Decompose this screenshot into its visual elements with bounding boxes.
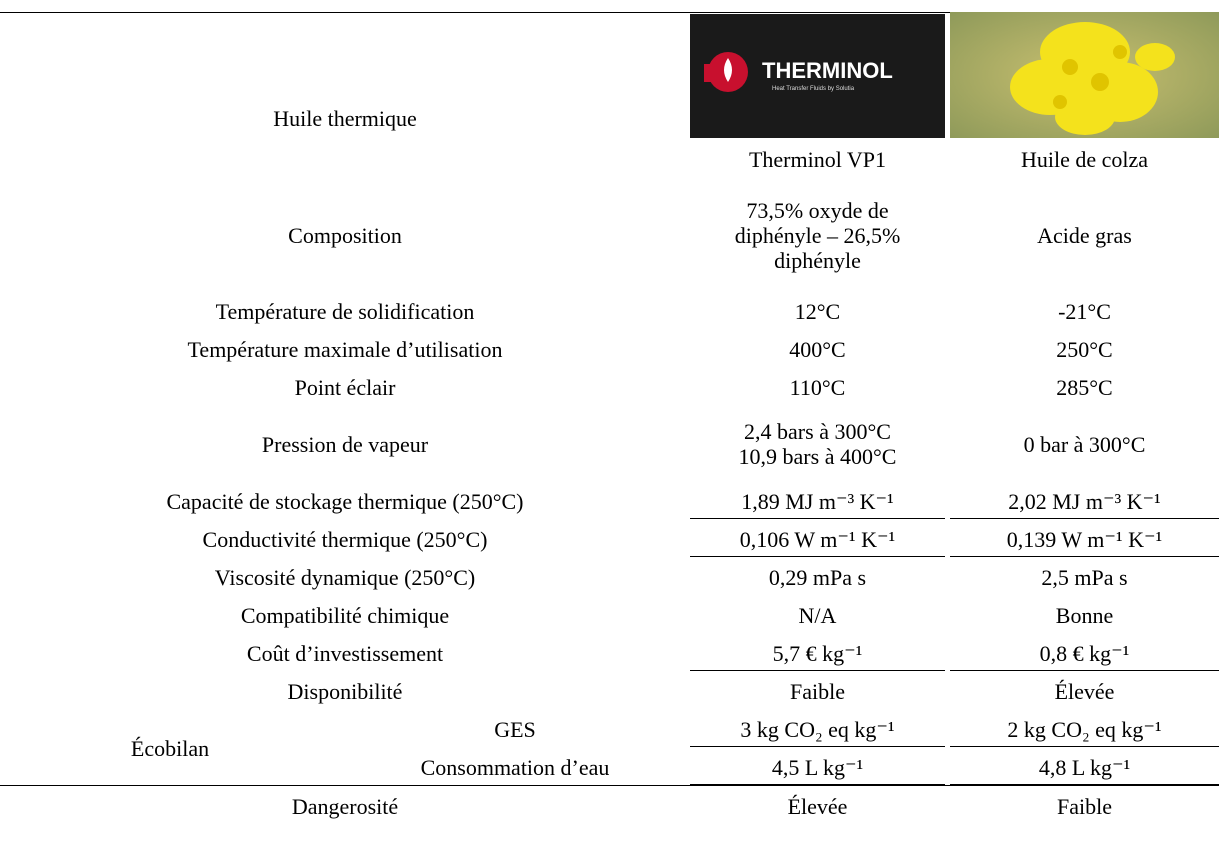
cell: 4,5 L kg⁻¹ bbox=[690, 748, 945, 786]
cell: Bonne bbox=[950, 596, 1219, 634]
cell: Faible bbox=[950, 786, 1219, 826]
cell: 1,89 MJ m⁻³ K⁻¹ bbox=[690, 482, 945, 520]
cell: 2,02 MJ m⁻³ K⁻¹ bbox=[950, 482, 1219, 520]
cell: 400°C bbox=[690, 330, 945, 368]
therminol-logo: THERMINOL Heat Transfer Fluids by Soluti… bbox=[690, 14, 945, 138]
cell-line: 2,5 mPa s bbox=[1041, 564, 1128, 590]
cell-line: 10,9 bars à 400°C bbox=[738, 444, 897, 469]
cell-line: 5,7 € kg⁻¹ bbox=[772, 640, 863, 666]
cell: Élevée bbox=[690, 786, 945, 826]
cell-line: -21°C bbox=[1058, 298, 1111, 324]
cell: 2,4 bars à 300°C 10,9 bars à 400°C bbox=[690, 406, 945, 482]
cell: 0,139 W m⁻¹ K⁻¹ bbox=[950, 520, 1219, 558]
cell-line: 0,8 € kg⁻¹ bbox=[1039, 640, 1130, 666]
cell-line: Bonne bbox=[1055, 602, 1114, 628]
cell-line: 2,4 bars à 300°C bbox=[744, 419, 891, 444]
row-label: Compatibilité chimique bbox=[240, 602, 450, 628]
cell-line: 12°C bbox=[794, 298, 841, 324]
cell-line: 0,29 mPa s bbox=[768, 564, 867, 590]
cell-line: N/A bbox=[798, 602, 837, 628]
cell-line: Élevée bbox=[1054, 678, 1115, 704]
cell-line: 2,02 MJ m⁻³ K⁻¹ bbox=[1008, 488, 1161, 514]
colza-photo bbox=[950, 12, 1219, 138]
cell-line: 285°C bbox=[1056, 374, 1113, 400]
cell-line: 0 bar à 300°C bbox=[1023, 431, 1146, 457]
cell-line: 4,8 L kg⁻¹ bbox=[1038, 754, 1131, 780]
header-label: Huile thermique bbox=[273, 105, 417, 131]
cell: Élevée bbox=[950, 672, 1219, 710]
rule bbox=[690, 518, 945, 519]
cell-line: 0,139 W m⁻¹ K⁻¹ bbox=[1006, 526, 1163, 552]
cell: 4,8 L kg⁻¹ bbox=[950, 748, 1219, 786]
logo-text: THERMINOL bbox=[762, 58, 893, 83]
cell: 0,8 € kg⁻¹ bbox=[950, 634, 1219, 672]
column-header: Therminol VP1 bbox=[748, 146, 887, 172]
rule bbox=[950, 670, 1219, 671]
rule bbox=[950, 556, 1219, 557]
row-label: Température de solidification bbox=[215, 298, 475, 324]
row-label: Viscosité dynamique (250°C) bbox=[214, 564, 476, 590]
row-label: Disponibilité bbox=[287, 678, 403, 704]
cell-line: Faible bbox=[790, 678, 845, 704]
cell: 73,5% oxyde de diphényle – 26,5% diphényle bbox=[690, 178, 945, 292]
cell-line: Faible bbox=[1057, 793, 1112, 819]
rule bbox=[690, 670, 945, 671]
cell-line: 400°C bbox=[789, 336, 846, 362]
cell: 285°C bbox=[950, 368, 1219, 406]
row-label: Composition bbox=[288, 222, 402, 248]
cell: 250°C bbox=[950, 330, 1219, 368]
cell-line: 3 kg CO₂ eq kg⁻¹ bbox=[740, 716, 895, 742]
cell-line: 4,5 L kg⁻¹ bbox=[771, 754, 864, 780]
group-label: Écobilan bbox=[130, 735, 210, 761]
cell-line: 73,5% oxyde de bbox=[746, 197, 889, 223]
cell-line: 1,89 MJ m⁻³ K⁻¹ bbox=[741, 488, 894, 514]
cell: -21°C bbox=[950, 292, 1219, 330]
row-label: Dangerosité bbox=[291, 793, 399, 819]
cell-line: 250°C bbox=[1056, 336, 1113, 362]
cell: 0,29 mPa s bbox=[690, 558, 945, 596]
row-label: Point éclair bbox=[294, 374, 396, 400]
rule bbox=[950, 784, 1219, 785]
rule bbox=[950, 518, 1219, 519]
cell-line: diphényle – 26,5% bbox=[734, 222, 901, 248]
rule bbox=[690, 746, 945, 747]
cell-line: 110°C bbox=[789, 374, 846, 400]
rule bbox=[950, 746, 1219, 747]
cell-line: diphényle bbox=[774, 247, 861, 273]
cell: 2 kg CO₂ eq kg⁻¹ bbox=[950, 710, 1219, 748]
cell: Faible bbox=[690, 672, 945, 710]
cell: 0,106 W m⁻¹ K⁻¹ bbox=[690, 520, 945, 558]
row-label: Pression de vapeur bbox=[261, 431, 429, 457]
sub-label: GES bbox=[494, 716, 536, 742]
cell-line: Acide gras bbox=[1037, 222, 1132, 248]
rule bbox=[690, 784, 945, 785]
rule bbox=[0, 785, 1219, 786]
row-label: Température maximale d’utilisation bbox=[187, 336, 503, 362]
cell-line: 2 kg CO₂ eq kg⁻¹ bbox=[1007, 716, 1162, 742]
cell: 5,7 € kg⁻¹ bbox=[690, 634, 945, 672]
cell: 3 kg CO₂ eq kg⁻¹ bbox=[690, 710, 945, 748]
cell: Acide gras bbox=[950, 178, 1219, 292]
cell-line: Élevée bbox=[787, 793, 848, 819]
cell-line: 0,106 W m⁻¹ K⁻¹ bbox=[739, 526, 896, 552]
sub-label: Consommation d’eau bbox=[420, 754, 610, 780]
column-header: Huile de colza bbox=[1020, 146, 1149, 172]
row-label: Conductivité thermique (250°C) bbox=[202, 526, 488, 552]
row-label: Capacité de stockage thermique (250°C) bbox=[166, 488, 524, 514]
cell: 12°C bbox=[690, 292, 945, 330]
rule bbox=[690, 556, 945, 557]
cell: 110°C bbox=[690, 368, 945, 406]
cell: 0 bar à 300°C bbox=[950, 406, 1219, 482]
cell: N/A bbox=[690, 596, 945, 634]
cell: 2,5 mPa s bbox=[950, 558, 1219, 596]
top-rule bbox=[0, 12, 1219, 13]
row-label: Coût d’investissement bbox=[246, 640, 444, 666]
logo-tagline: Heat Transfer Fluids by Solutia bbox=[772, 86, 855, 92]
